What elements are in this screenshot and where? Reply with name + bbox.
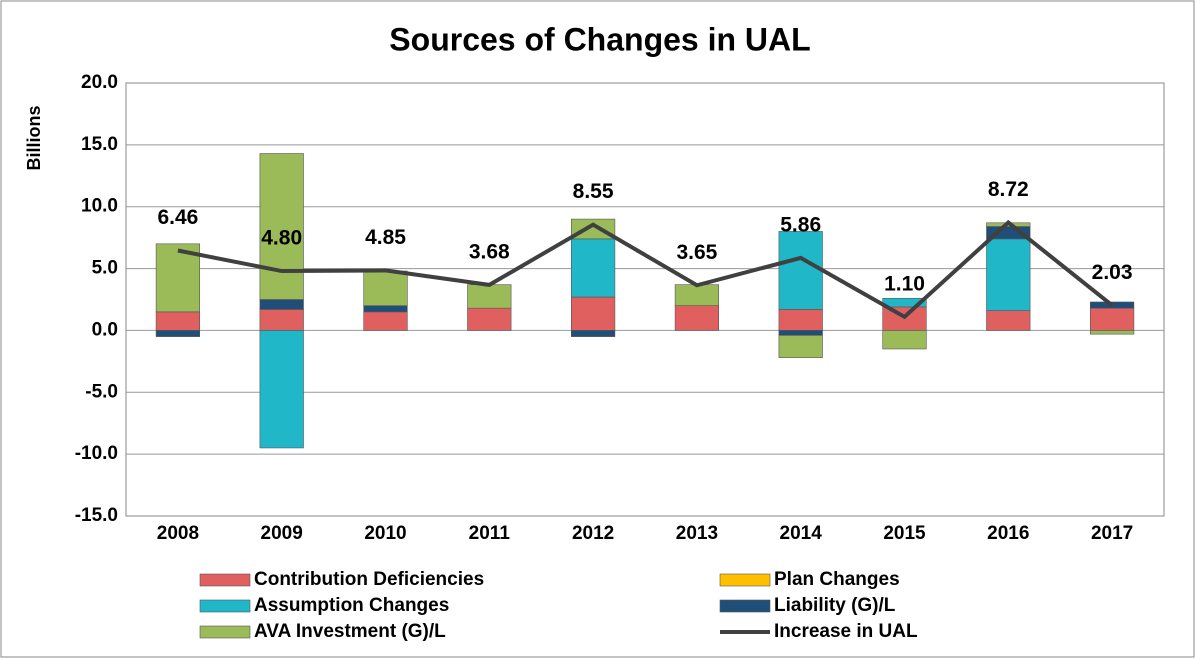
x-tick-label: 2008 <box>157 523 199 544</box>
y-tick-label: -15.0 <box>75 505 118 526</box>
x-tick-label: 2014 <box>780 523 823 544</box>
data-label: 3.68 <box>469 240 510 263</box>
y-tick-label: 15.0 <box>81 134 118 155</box>
legend-label: Assumption Changes <box>254 595 449 616</box>
data-label: 6.46 <box>157 206 198 229</box>
x-tick-label: 2010 <box>364 523 406 544</box>
data-label: 8.55 <box>573 180 614 203</box>
y-tick-label: 5.0 <box>92 258 118 279</box>
legend-swatch <box>199 573 251 587</box>
bar <box>571 218 616 240</box>
data-label: 2.03 <box>1092 261 1133 284</box>
bar <box>363 305 408 313</box>
y-tick-label: 0.0 <box>92 319 118 340</box>
bar <box>571 330 616 337</box>
bar <box>259 330 304 449</box>
legend-label: Liability (G)/L <box>774 595 896 616</box>
bar <box>571 296 616 331</box>
bar <box>467 307 512 331</box>
x-tick-label: 2009 <box>261 523 303 544</box>
data-label: 4.85 <box>365 226 406 249</box>
bar <box>674 284 719 306</box>
bar <box>363 311 408 331</box>
legend-label: Plan Changes <box>774 569 900 590</box>
y-tick-label: 20.0 <box>81 72 118 93</box>
bar <box>155 311 200 331</box>
chart-title: Sources of Changes in UAL <box>389 21 810 57</box>
legend-swatch <box>199 599 251 613</box>
bar <box>259 309 304 331</box>
data-label: 4.80 <box>261 227 302 250</box>
y-tick-label: 10.0 <box>81 196 118 217</box>
y-tick-label: -5.0 <box>85 381 118 402</box>
y-tick-label: -10.0 <box>75 443 118 464</box>
y-axis-label: Billions <box>24 105 44 170</box>
bar <box>778 335 823 358</box>
data-label: 5.86 <box>780 213 821 236</box>
legend-label: Increase in UAL <box>774 621 918 642</box>
bar <box>778 231 823 310</box>
bar <box>363 270 408 306</box>
legend-swatch <box>199 625 251 639</box>
data-label: 3.65 <box>676 241 717 264</box>
data-label: 1.10 <box>884 272 925 295</box>
bar <box>259 153 304 300</box>
bar <box>259 299 304 310</box>
x-tick-label: 2016 <box>987 523 1029 544</box>
data-label: 8.72 <box>988 178 1029 201</box>
bar <box>986 310 1031 331</box>
bar <box>882 330 927 350</box>
plot-area <box>125 82 1165 517</box>
bar <box>778 330 823 336</box>
legend-swatch <box>719 599 771 613</box>
bar <box>778 309 823 331</box>
legend-label: Contribution Deficiencies <box>254 569 484 590</box>
bar <box>674 305 719 331</box>
x-tick-label: 2015 <box>883 523 926 544</box>
x-tick-label: 2017 <box>1091 523 1133 544</box>
bar <box>571 238 616 298</box>
bar <box>155 330 200 337</box>
x-tick-label: 2011 <box>469 523 511 544</box>
legend-label: AVA Investment (G)/L <box>254 621 446 642</box>
legend-swatch <box>719 573 771 587</box>
x-tick-label: 2012 <box>572 523 614 544</box>
bar <box>467 284 512 309</box>
bar <box>986 238 1031 311</box>
line <box>177 219 1114 320</box>
x-tick-label: 2013 <box>676 523 718 544</box>
bar <box>1090 330 1135 335</box>
bar <box>1090 307 1135 331</box>
